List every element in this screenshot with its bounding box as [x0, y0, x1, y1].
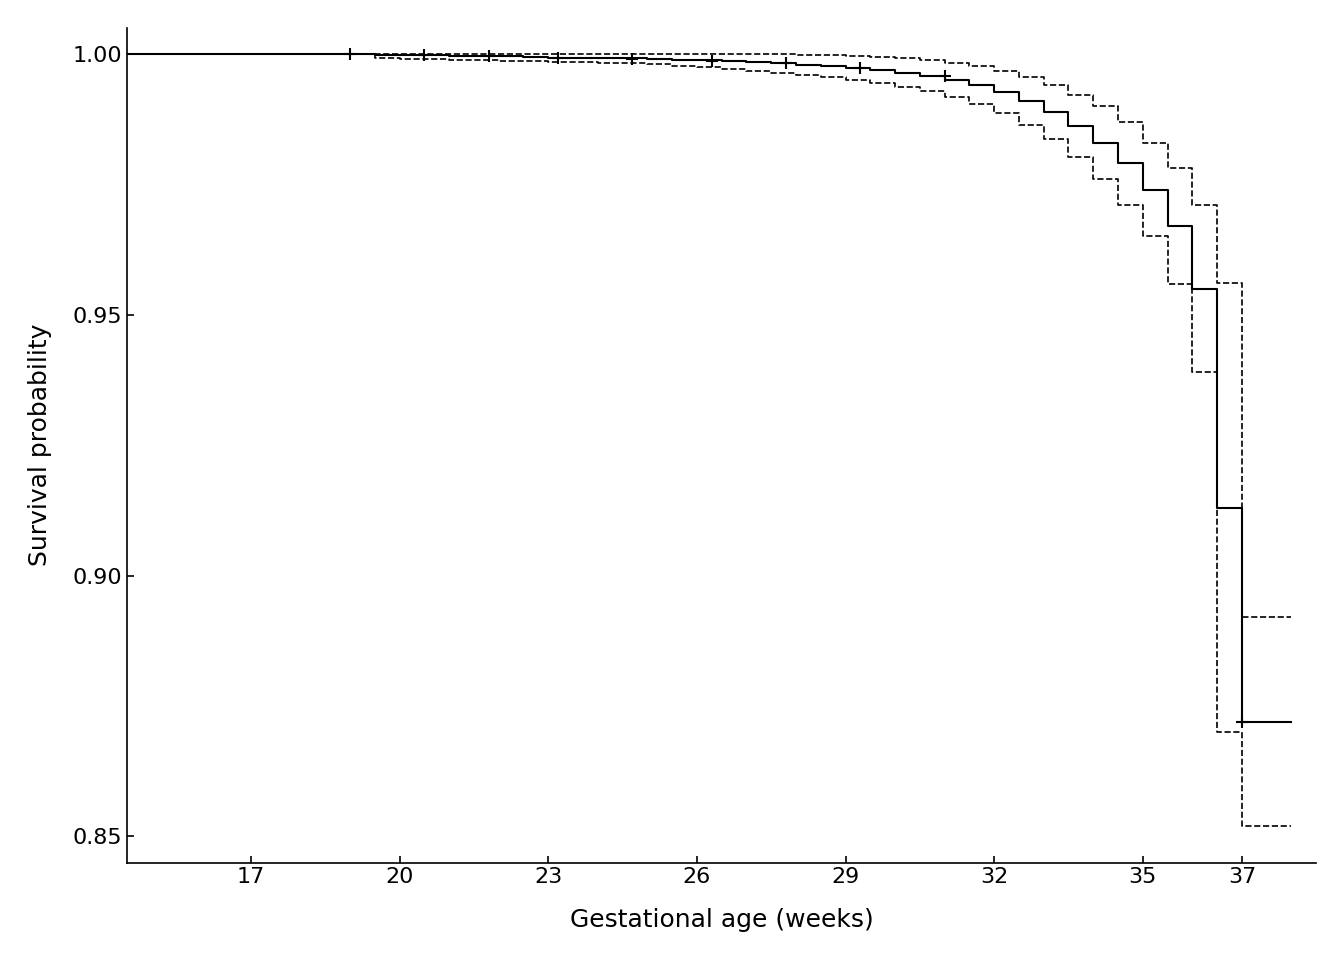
X-axis label: Gestational age (weeks): Gestational age (weeks) [570, 908, 874, 932]
Y-axis label: Survival probability: Survival probability [28, 324, 52, 566]
